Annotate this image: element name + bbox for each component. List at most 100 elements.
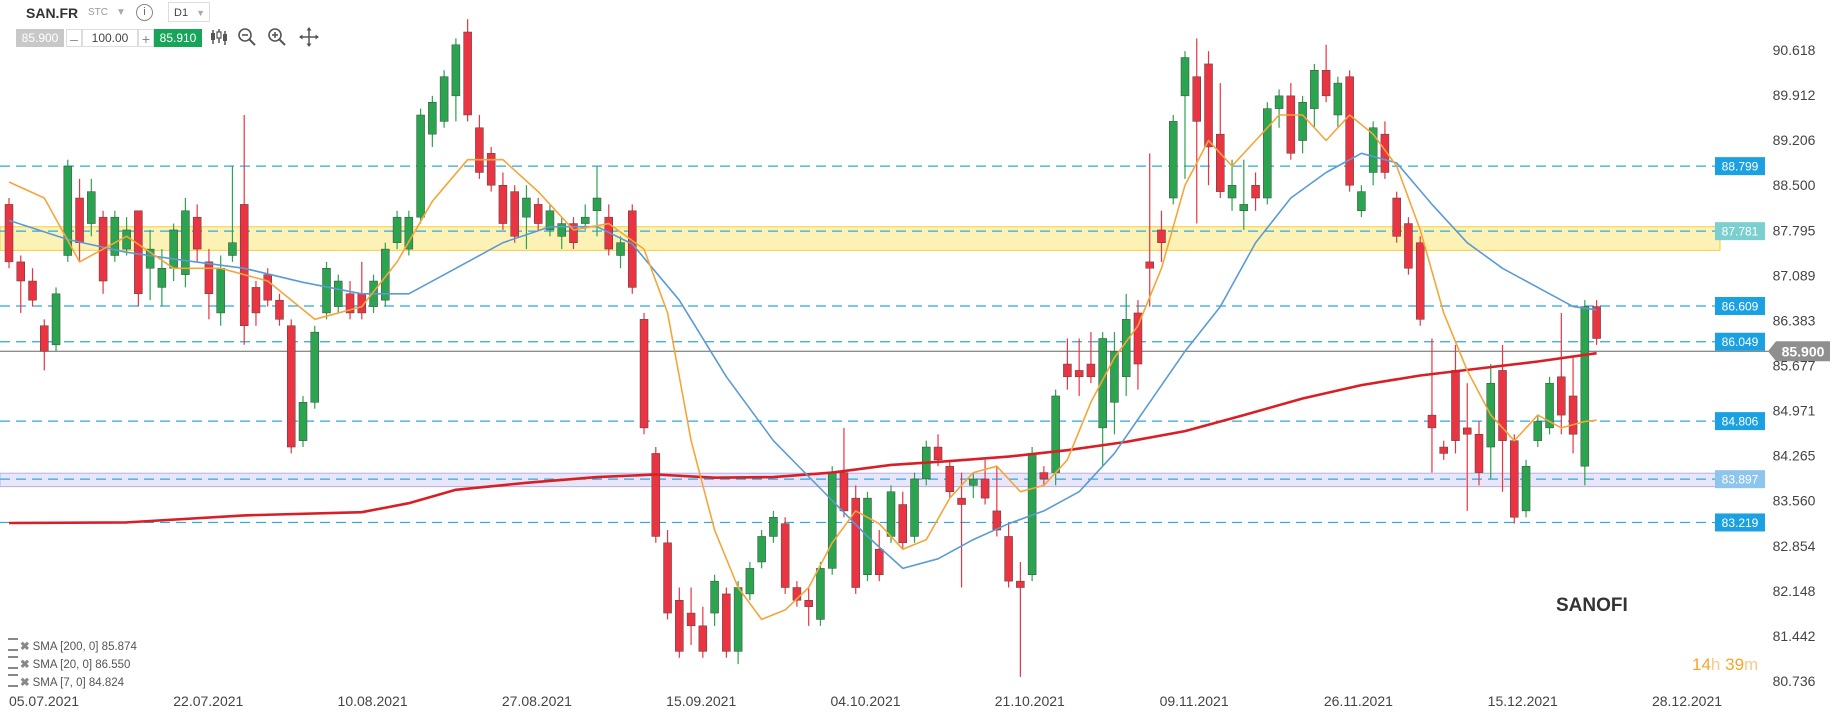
bearish-candle [945,465,955,492]
bearish-candle [1157,229,1166,243]
bearish-candle [874,548,884,575]
support-resistance-zones [0,226,1721,488]
bullish-candle [428,101,437,135]
y-tick-label: 82.854 [1773,538,1816,554]
bullish-candle [310,331,320,403]
close-icon[interactable]: ✖ [20,659,30,671]
x-tick-label: 27.08.2021 [502,693,572,709]
bearish-candle [75,197,84,243]
indicators-icon[interactable] [208,26,230,48]
settings-icon[interactable] [8,638,18,651]
bullish-candle [1168,121,1178,199]
bullish-candle [1545,382,1554,429]
x-axis: 05.07.2021 22.07.2021 10.08.2021 27.08.2021… [9,693,1722,709]
sell-price-button[interactable]: 85.900 [16,29,64,47]
bearish-candle [4,204,14,263]
bullish-candle [216,268,225,314]
y-tick-label: 90.618 [1773,42,1816,58]
bullish-candle [592,197,602,212]
bullish-candle [298,402,308,441]
bullish-candle [969,478,978,486]
move-icon[interactable] [298,26,320,48]
decrease-quantity-button[interactable]: – [66,29,82,47]
bearish-candle [698,625,708,652]
bearish-candle [463,31,472,116]
legend-sma-200: ✖ SMA [200, 0] 85.874 [8,638,137,653]
timer-minutes: 39 [1725,655,1745,674]
bullish-candle [733,587,743,652]
bearish-candle [1063,363,1072,378]
zoom-in-icon[interactable] [266,26,288,48]
y-tick-label: 82.148 [1773,583,1816,599]
level-label: 88.799 [1722,160,1759,174]
bullish-candle [769,517,778,537]
increase-quantity-button[interactable]: + [138,29,154,47]
x-tick-label: 28.12.2021 [1652,693,1722,709]
legend-sma-7: ✖ SMA [7, 0] 84.824 [8,674,124,689]
quantity-input[interactable]: 100.00 [82,29,138,47]
timeframe-select[interactable]: D1 ▼ [168,2,210,22]
bearish-candle [1039,472,1049,480]
info-icon[interactable]: i [136,4,153,21]
bearish-candle [675,600,684,652]
legend-label: SMA [7, 0] 84.824 [32,677,125,689]
level-label-bg [1715,296,1765,315]
moving-averages [8,114,1597,621]
bullish-candle [334,280,343,307]
bearish-candle [980,478,990,499]
bearish-candle [686,612,696,627]
bearish-candle [1192,76,1202,122]
symbol-label[interactable]: SAN.FR [26,5,79,21]
chevron-down-icon[interactable]: ▼ [116,7,126,18]
buy-price-button[interactable]: 85.910 [154,29,202,47]
x-tick-label: 15.09.2021 [666,693,736,709]
y-tick-label: 81.442 [1773,628,1816,644]
bearish-candle [486,153,496,186]
bullish-candle [1298,101,1307,141]
bearish-candle [1392,197,1401,237]
level-label: 84.806 [1722,415,1759,429]
close-icon[interactable]: ✖ [20,677,30,689]
bullish-candle [87,191,96,224]
bullish-candle [404,216,414,250]
y-tick-label: 86.383 [1773,312,1816,328]
zoom-out-icon[interactable] [236,26,258,48]
bearish-candle [898,504,908,544]
bearish-candle [345,293,355,314]
bullish-candle [745,568,755,595]
bullish-candle [322,268,331,314]
bullish-candle [1274,95,1284,109]
close-icon[interactable]: ✖ [20,641,30,653]
bullish-candle [169,229,178,269]
bearish-candle [239,204,249,326]
bullish-candle [522,197,531,218]
bearish-candle [569,223,578,243]
bearish-candle [134,210,143,295]
settings-icon[interactable] [8,656,18,669]
bearish-candle [1462,427,1472,435]
bearish-candle [204,261,214,295]
bearish-candle [839,472,849,512]
bearish-candle [722,593,731,652]
x-tick-label: 04.10.2021 [830,693,900,709]
bearish-candle [498,184,508,224]
bearish-candle [1286,95,1296,154]
bearish-candle [1251,184,1260,199]
settings-icon[interactable] [8,674,18,687]
bullish-candle [145,248,155,269]
bearish-candle [1439,446,1448,454]
bearish-candle [1074,370,1084,378]
y-axis: 90.618 89.912 89.206 88.500 87.795 87.089 86.3… [1773,42,1816,689]
bearish-candle [1321,70,1331,97]
bearish-candle [40,325,49,352]
bearish-candle [651,453,661,537]
x-tick-label: 22.07.2021 [173,693,243,709]
bearish-candle [1380,133,1390,173]
bearish-candle [1427,414,1437,429]
bearish-candle [1345,76,1354,186]
level-label: 83.897 [1722,473,1759,487]
legend-sma-20: ✖ SMA [20, 0] 86.550 [8,656,130,671]
bearish-candle [1204,63,1213,148]
bullish-candle [157,268,167,288]
